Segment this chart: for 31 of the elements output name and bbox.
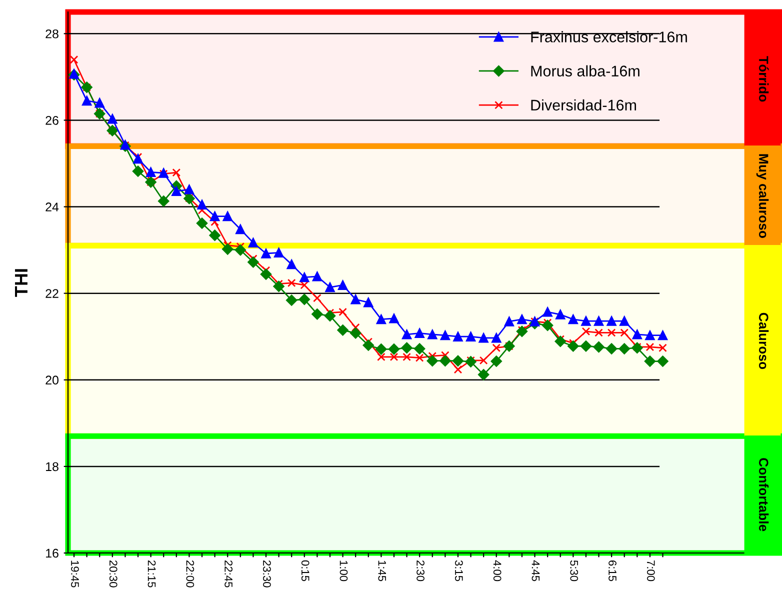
x-tick-label: 23:30: [263, 560, 271, 588]
x-tick-label: 7:00: [646, 560, 655, 582]
x-tick-label: 0:15: [301, 560, 310, 582]
y-tick-label: 20: [46, 376, 58, 385]
x-tick-label: 5:30: [570, 560, 578, 582]
x-tick-label: 20:30: [109, 560, 118, 588]
band-label: Confortable: [758, 458, 769, 532]
band-label: Muy caluroso: [756, 154, 769, 238]
y-tick-label: 18: [46, 462, 58, 472]
x-tick-label: 1:00: [340, 560, 348, 582]
legend-label: Diversidad-16m: [531, 99, 636, 111]
band-label: Caluroso: [758, 312, 769, 370]
legend-label: Fraxinus excelsior-16m: [531, 31, 687, 42]
x-tick-label: 4:45: [532, 560, 540, 582]
y-tick-label: 22: [46, 289, 58, 298]
y-tick-label: 16: [46, 548, 58, 558]
x-tick-label: 1:45: [378, 560, 386, 582]
y-tick-label: 28: [46, 29, 58, 38]
x-tick-label: 3:15: [455, 560, 463, 582]
y-axis-title: THI: [15, 269, 28, 297]
x-tick-label: 21:15: [148, 560, 156, 588]
y-tick-label: 24: [46, 202, 59, 212]
x-tick-label: 19:45: [71, 560, 79, 588]
x-tick-label: 4:00: [493, 560, 502, 582]
legend-label: Morus alba-16m: [531, 65, 640, 76]
y-tick-label: 26: [46, 116, 58, 125]
x-tick-label: 6:15: [608, 560, 616, 582]
x-tick-label: 22:45: [224, 560, 232, 588]
x-tick-label: 2:30: [416, 560, 424, 582]
x-tick-label: 22:00: [186, 560, 194, 588]
band-label: Tórrido: [758, 56, 769, 102]
